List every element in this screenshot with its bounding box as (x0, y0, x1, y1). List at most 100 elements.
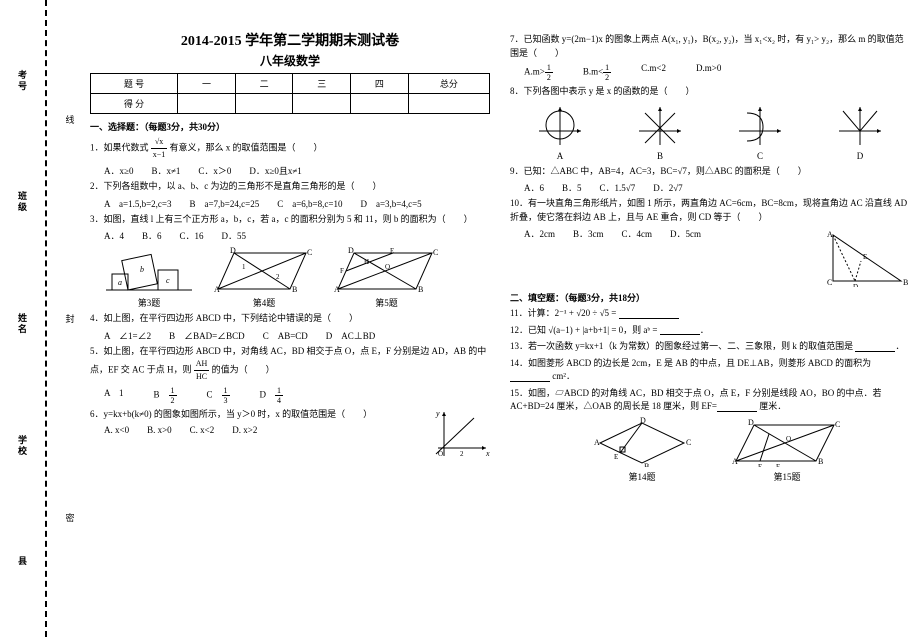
bottom-figures: AB CD E 第14题 AB CD O EF 第15题 (524, 417, 910, 483)
svg-text:a: a (118, 278, 122, 287)
q6: x y O 2 6．y=kx+b(k≠0) 的图象如图所示，当 y＞0 时，x … (90, 408, 490, 422)
sidebar-county: 县 (16, 556, 29, 567)
sidebar-name: 姓名 (16, 313, 29, 335)
svg-text:A: A (827, 230, 833, 239)
q5-fraction: AHHC (194, 358, 210, 383)
sidebar-class: 班级 (16, 191, 29, 213)
parallelogram-figure-icon: A B C D 1 2 (214, 245, 314, 295)
q1-fraction: √xx−1 (151, 136, 168, 161)
q8-opt-c: C (735, 103, 785, 161)
svg-text:C: C (307, 248, 312, 257)
circle-graph-icon (535, 103, 585, 148)
q4-options: A ∠1=∠2 B ∠BAD=∠BCD C AB=CD D AC⊥BD (104, 329, 490, 342)
section-2-header: 二、填空题：（每题3分，共18分） (510, 291, 910, 304)
svg-text:D: D (853, 283, 858, 287)
svg-text:E: E (758, 463, 762, 467)
q12: 12．已知 √(a−1) + |a+b+1| = 0，则 aᵇ = ． (510, 324, 910, 338)
q8-opt-d: D (835, 103, 885, 161)
fig5: AB CD EF HO 第5题 (334, 245, 439, 309)
page-content: 2014-2015 学年第二学期期末测试卷 八年级数学 题 号 一 二 三 四 … (90, 30, 910, 617)
q14: 14．如图菱形 ABCD 的边长是 2cm，E 是 AB 的中点，且 DE⊥AB… (510, 357, 910, 384)
svg-text:B: B (644, 462, 649, 467)
fig14: AB CD E 第14题 (592, 417, 692, 483)
section-1-header: 一、选择题：（每题3分，共30分） (90, 120, 490, 133)
svg-text:D: D (640, 417, 646, 425)
binding-line (45, 0, 47, 637)
q7-options: A.m>12 B.m<12 C.m<2 D.m>0 (524, 63, 910, 82)
parallelogram-ef-icon: A B C D E F H O (334, 245, 439, 295)
svg-text:B: B (292, 285, 297, 294)
svg-text:O: O (438, 450, 443, 458)
svg-text:y: y (435, 409, 440, 418)
svg-text:E: E (863, 253, 867, 261)
svg-text:D: D (348, 246, 354, 255)
svg-text:B: B (903, 278, 908, 287)
line-graph-icon: x y O 2 (430, 408, 490, 458)
q8-opt-a: A (535, 103, 585, 161)
q3: 3．如图，直线 l 上有三个正方形 a，b，c，若 a，c 的面积分别为 5 和… (90, 213, 490, 227)
q2: 2．下列各组数中，以 a、b、c 为边的三角形不是直角三角形的是（ ） (90, 180, 490, 194)
svg-text:2: 2 (276, 273, 280, 281)
sidebar-exam-id: 考号 (16, 70, 29, 92)
svg-text:C: C (433, 248, 438, 257)
svg-text:O: O (385, 263, 390, 271)
svg-text:H: H (364, 258, 369, 266)
svg-text:c: c (166, 276, 170, 285)
q1-options: A．x≥0 B．x≠1 C．x＞0 D．x≥0且x≠1 (104, 164, 490, 177)
q4: 4．如上图，在平行四边形 ABCD 中，下列结论中错误的是（ ） (90, 312, 490, 326)
score-table: 题 号 一 二 三 四 总分 得 分 (90, 73, 490, 114)
rhombus-icon: A B C D E (592, 417, 692, 467)
left-column: 2014-2015 学年第二学期期末测试卷 八年级数学 题 号 一 二 三 四 … (90, 30, 490, 617)
q1: 1．如果代数式 √xx−1 有意义，那么 x 的取值范围是（ ） (90, 136, 490, 161)
q15: 15．如图，▱ABCD 的对角线 AC，BD 相交于点 O，点 E，F 分别是线… (510, 387, 910, 414)
svg-text:b: b (140, 265, 144, 274)
q8-figures: A B C (510, 103, 910, 161)
q13: 13．若一次函数 y=kx+1（k 为常数）的图象经过第一、二、三象限，则 k … (510, 340, 910, 354)
svg-text:A: A (334, 285, 340, 294)
svg-text:A: A (732, 457, 738, 466)
triangle-fold-icon: A C B D E (825, 227, 910, 287)
figures-row: a b c 第3题 AB CD 12 第4题 (104, 245, 490, 309)
seal-line: 线 封 密 (60, 20, 80, 617)
q5-options: A 1 B 12 C 13 D 14 (104, 386, 490, 405)
svg-text:B: B (818, 457, 823, 466)
svg-text:C: C (686, 438, 691, 447)
exam-title: 2014-2015 学年第二学期期末测试卷 (90, 30, 490, 50)
svg-text:E: E (614, 453, 618, 461)
x-graph-icon (635, 103, 685, 148)
q2-options: A a=1.5,b=2,c=3 B a=7,b=24,c=25 C a=6,b=… (104, 197, 490, 210)
q5: 5．如上图，在平行四边形 ABCD 中，对角线 AC，BD 相交于点 O，点 E… (90, 345, 490, 384)
q10: 10．有一块直角三角形纸片，如图 1 所示，两直角边 AC=6cm，BC=8cm… (510, 197, 910, 224)
svg-text:D: D (748, 418, 754, 427)
svg-text:1: 1 (242, 263, 246, 271)
q3-options: A．4 B．6 C．16 D．55 (104, 229, 490, 242)
q8-opt-b: B (635, 103, 685, 161)
svg-text:F: F (340, 267, 344, 275)
parallelogram-ef2-icon: A B C D O E F (732, 417, 842, 467)
svg-text:A: A (214, 285, 220, 294)
right-column: 7．已知函数 y=(2m−1)x 的图象上两点 A(x₁, y₁)，B(x₂, … (510, 30, 910, 617)
svg-text:O: O (786, 435, 791, 443)
sidebar: 考号 班级 姓名 学校 县 (5, 20, 40, 617)
fig4: AB CD 12 第4题 (214, 245, 314, 309)
q9-options: A．6 B．5 C．1.5√7 D．2√7 (524, 181, 910, 194)
svg-text:B: B (418, 285, 423, 294)
fig3: a b c 第3题 (104, 250, 194, 309)
svg-text:2: 2 (460, 450, 464, 458)
svg-text:x: x (485, 449, 490, 458)
svg-text:C: C (827, 278, 832, 287)
fig15: AB CD O EF 第15题 (732, 417, 842, 483)
q8: 8．下列各图中表示 y 是 x 的函数的是（ ） (510, 85, 910, 99)
q9: 9．已知：△ABC 中，AB=4，AC=3，BC=√7，则△ABC 的面积是（ … (510, 165, 910, 179)
svg-text:E: E (390, 247, 394, 255)
sidebar-school: 学校 (16, 435, 29, 457)
q6-options: A. x<0 B. x>0 C. x<2 D. x>2 (104, 425, 426, 435)
q7: 7．已知函数 y=(2m−1)x 的图象上两点 A(x₁, y₁)，B(x₂, … (510, 33, 910, 60)
svg-text:D: D (230, 246, 236, 255)
q10-options: A．2cm B．3cm C．4cm D．5cm (524, 227, 821, 240)
arc-graph-icon (735, 103, 785, 148)
svg-text:F: F (776, 463, 780, 467)
svg-text:C: C (835, 420, 840, 429)
svg-text:A: A (594, 438, 600, 447)
exam-subtitle: 八年级数学 (90, 52, 490, 69)
